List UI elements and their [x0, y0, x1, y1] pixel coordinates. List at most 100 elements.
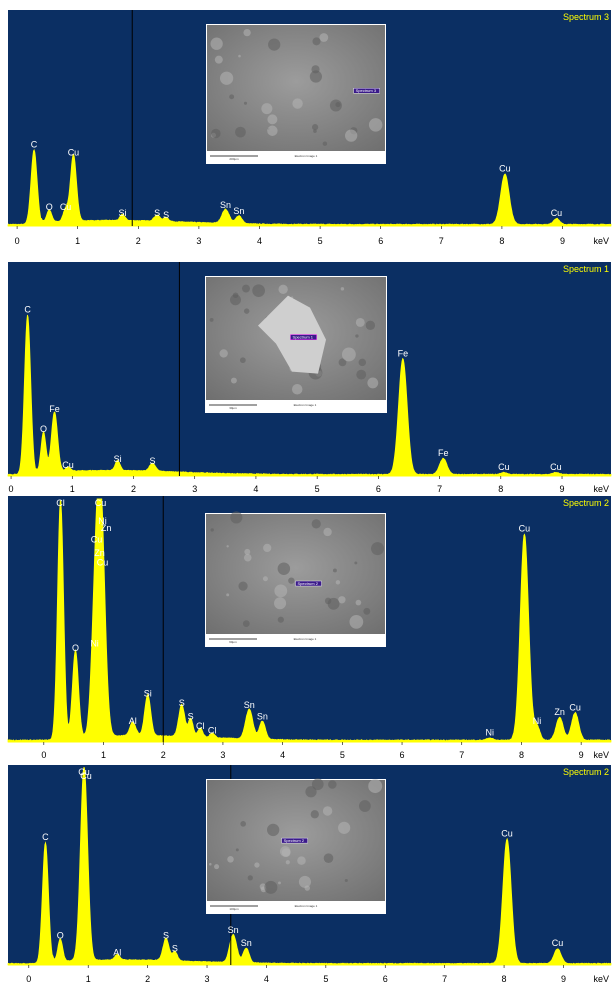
peak-label: S: [163, 210, 169, 220]
peak-label: S: [163, 931, 169, 941]
peak-label: Fe: [438, 448, 449, 458]
electron-image-inset: 30µm Electron Image 1 Spectrum 1: [205, 276, 387, 413]
spectrum-panel-4: 100µm Electron Image 1 Spectrum 2 Spectrum …: [7, 765, 612, 983]
micrograph-texture: [312, 124, 319, 131]
x-tick-label: 1: [101, 750, 106, 760]
spectrum-marker-label: Spectrum 2: [284, 838, 305, 843]
peak-label: Ni: [98, 516, 107, 526]
peak-label: C: [24, 305, 31, 315]
micrograph-texture: [214, 864, 220, 870]
x-tick-label: 4: [264, 974, 269, 983]
x-axis-unit: keV: [593, 236, 609, 246]
electron-image-caption: Electron Image 1: [295, 904, 318, 908]
peak-label: Sn: [220, 200, 231, 210]
x-tick-label: 9: [560, 236, 565, 246]
micrograph-texture: [277, 616, 284, 623]
micrograph-texture: [338, 596, 346, 604]
micrograph-texture: [230, 511, 243, 524]
micrograph-texture: [355, 599, 362, 606]
micrograph-texture: [281, 848, 291, 857]
x-tick-label: 5: [340, 750, 345, 760]
micrograph-texture: [278, 284, 288, 294]
micrograph-texture: [240, 821, 246, 827]
x-tick-label: 9: [560, 484, 565, 494]
micrograph-texture: [285, 860, 290, 865]
spectrum-curve: [7, 767, 612, 966]
peak-label: O: [46, 202, 53, 212]
x-tick-label: 7: [437, 484, 442, 494]
micrograph-texture: [267, 125, 278, 136]
peak-label: O: [72, 643, 79, 653]
peak-label: Zn: [554, 707, 565, 717]
micrograph-texture: [365, 320, 376, 331]
micrograph-texture: [354, 561, 358, 565]
spectrum-title: Spectrum 3: [563, 12, 609, 22]
x-tick-label: 6: [376, 484, 381, 494]
peak-label: Al: [113, 947, 121, 957]
x-tick-label: 3: [220, 750, 225, 760]
micrograph-texture: [311, 778, 324, 791]
micrograph-texture: [209, 317, 214, 322]
micrograph-texture: [226, 593, 230, 597]
micrograph-texture: [262, 576, 268, 582]
x-tick-label: 6: [383, 974, 388, 983]
spectrum-curve: [7, 498, 612, 743]
micrograph-texture: [261, 103, 273, 115]
spectrum-title: Spectrum 2: [563, 767, 609, 777]
peak-label: Sn: [244, 700, 255, 710]
micrograph-texture: [358, 358, 367, 367]
spectrum-marker-label: Spectrum 1: [293, 335, 314, 340]
x-tick-label: 5: [323, 974, 328, 983]
spectrum-marker[interactable]: [295, 580, 322, 587]
x-tick-label: 9: [579, 750, 584, 760]
micrograph-texture: [371, 542, 385, 556]
micrograph-texture: [313, 129, 317, 133]
peak-label: O: [57, 931, 64, 941]
micrograph-texture: [274, 597, 287, 610]
micrograph-texture: [277, 562, 291, 575]
electron-image-caption: Electron Image 1: [295, 154, 318, 158]
micrograph-texture: [338, 358, 347, 367]
spectrum-marker-label: Spectrum 2: [298, 581, 319, 586]
micrograph-texture: [367, 377, 379, 389]
micrograph-texture: [344, 878, 348, 883]
peak-label: Fe: [398, 348, 409, 358]
peak-label: Cu: [501, 828, 513, 838]
micrograph-texture: [333, 568, 337, 573]
micrograph-texture: [244, 548, 251, 555]
electron-image-caption: Electron Image 1: [294, 637, 317, 641]
peak-label: S: [149, 456, 155, 466]
x-tick-label: 0: [15, 236, 20, 246]
spectrum-marker[interactable]: [290, 334, 317, 340]
micrograph-texture: [345, 129, 358, 142]
peak-label: Ni: [90, 638, 99, 648]
micrograph-texture: [355, 317, 365, 327]
micrograph-texture: [368, 779, 383, 794]
spectrum-marker[interactable]: [281, 837, 308, 844]
micrograph-texture: [247, 875, 253, 881]
spectrum-marker[interactable]: [353, 87, 380, 94]
peak-label: Sn: [228, 925, 239, 935]
micrograph-texture: [359, 800, 371, 812]
x-tick-label: 7: [442, 974, 447, 983]
x-tick-label: 0: [26, 974, 31, 983]
micrograph-texture: [368, 118, 383, 132]
micrograph-texture: [355, 334, 359, 338]
peak-label: Ni: [533, 716, 542, 726]
micrograph-texture: [219, 71, 234, 85]
peak-label: Fe: [49, 404, 60, 414]
spectrum-curve: [7, 148, 612, 227]
peak-label: Cu: [519, 524, 531, 534]
peak-label: Si: [114, 454, 122, 464]
peak-label: Cu: [95, 498, 107, 508]
micrograph-texture: [305, 786, 317, 798]
micrograph-texture: [291, 384, 303, 395]
micrograph-texture: [323, 853, 334, 863]
micrograph-texture: [319, 33, 329, 42]
spectrum-curve: [7, 314, 612, 477]
x-tick-label: 4: [257, 236, 262, 246]
peak-label: C: [31, 140, 38, 150]
x-tick-label: 3: [205, 974, 210, 983]
micrograph-texture: [243, 101, 248, 105]
micrograph-texture: [267, 114, 278, 125]
